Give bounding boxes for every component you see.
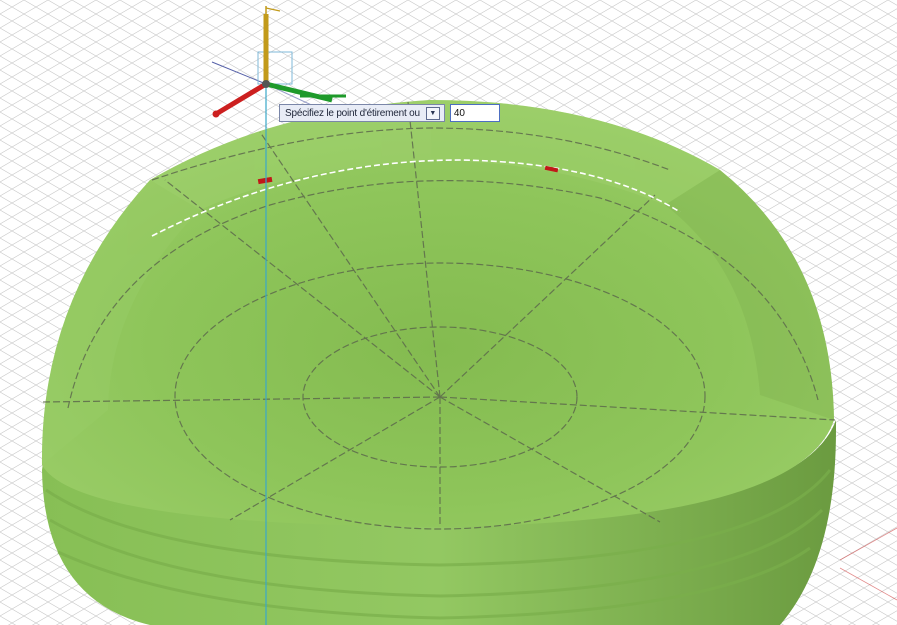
vertex-grip-right[interactable] (544, 165, 559, 173)
x-axis-handle[interactable] (214, 81, 268, 117)
prompt-text: Spécifiez le point d'étirement ou (285, 107, 420, 119)
ucs-gizmo[interactable] (211, 6, 346, 118)
stretch-preview-arc (151, 159, 681, 237)
dome-side-facets (45, 469, 832, 620)
down-arrow-icon[interactable]: ▼ (425, 106, 440, 120)
distance-value-field[interactable] (449, 104, 500, 122)
dome-facets (41, 100, 834, 465)
grid-axis-marker (839, 527, 897, 601)
dynamic-input-prompt: Spécifiez le point d'étirement ou ▼ (279, 104, 445, 122)
mesh-wireframe (41, 101, 836, 530)
dome-surface (41, 100, 834, 527)
vertex-grip-left[interactable] (257, 176, 273, 185)
dynamic-input-tooltip[interactable]: Spécifiez le point d'étirement ou ▼ (279, 104, 500, 122)
dome-side-band (42, 420, 836, 625)
